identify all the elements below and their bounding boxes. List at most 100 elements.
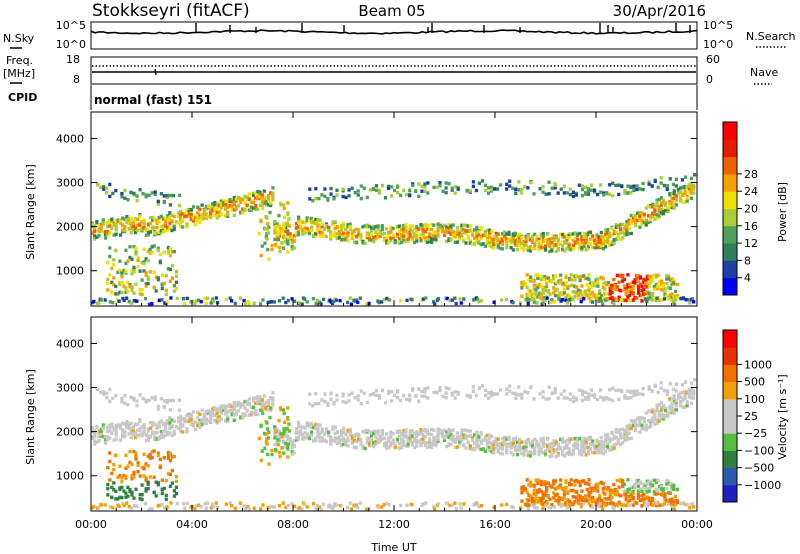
velocity-cell (617, 485, 621, 489)
power-cell (614, 183, 618, 188)
velocity-cell (357, 435, 361, 439)
power-cell (241, 197, 245, 202)
velocity-cell (655, 405, 659, 409)
velocity-cell (322, 438, 326, 443)
velocity-cell (247, 507, 251, 511)
velocity-cell (382, 441, 387, 446)
velocity-cell (168, 431, 172, 435)
power-cell (661, 199, 666, 204)
power-cell (670, 205, 674, 209)
velocity-cell (672, 407, 676, 411)
velocity-cell (539, 497, 543, 501)
power-cell (591, 282, 595, 286)
power-cell (322, 233, 326, 238)
power-cell (523, 297, 527, 302)
power-cell (580, 240, 584, 245)
velocity-cell (466, 434, 470, 438)
power-cell (342, 231, 346, 235)
velocity-cell (646, 419, 651, 423)
velocity-cell (262, 394, 266, 398)
power-cell (602, 193, 606, 197)
velocity-cell (209, 506, 213, 510)
velocity-cell (144, 462, 148, 466)
power-cell (164, 228, 168, 232)
velocity-cell (191, 424, 196, 428)
velocity-cell (462, 435, 466, 439)
velocity-cell (674, 502, 678, 507)
velocity-cell (210, 502, 215, 506)
power-cell (254, 196, 258, 200)
velocity-cell (666, 502, 670, 506)
power-cell (247, 197, 251, 201)
power-cell (377, 300, 381, 305)
velocity-cell (532, 492, 536, 496)
power-cell (215, 210, 219, 215)
power-ytick-label: 1000 (56, 265, 84, 278)
power-cell (127, 299, 131, 304)
power-cell (97, 301, 101, 305)
velocity-cell (599, 435, 603, 440)
velocity-cell (168, 452, 172, 456)
power-cell (672, 196, 676, 201)
velocity-cell (356, 398, 360, 402)
power-cell (252, 201, 256, 205)
power-cell (294, 231, 299, 235)
power-cell (347, 194, 351, 198)
cpid-mode: normal (fast) 151 (94, 93, 212, 107)
velocity-cell (221, 408, 226, 412)
velocity-cell (391, 440, 395, 444)
velocity-cell (380, 431, 384, 435)
power-cell (142, 218, 146, 222)
power-cell (496, 238, 500, 243)
velocity-cell (649, 423, 653, 427)
velocity-cell (110, 485, 114, 490)
power-cell (580, 248, 584, 252)
power-cell (659, 280, 664, 284)
velocity-cell (626, 396, 630, 400)
power-cell (458, 232, 462, 236)
velocity-cell (318, 505, 322, 509)
power-cell (125, 296, 129, 300)
power-cell (233, 301, 237, 306)
power-cell (243, 194, 247, 199)
power-cell (287, 217, 291, 221)
velocity-cell (243, 399, 247, 404)
velocity-cell (640, 489, 644, 494)
velocity-cell (168, 458, 172, 463)
velocity-cell (219, 411, 223, 415)
velocity-cell (471, 389, 475, 394)
power-cell (562, 291, 566, 295)
power-cell (657, 197, 661, 202)
velocity-cell (138, 497, 142, 501)
velocity-cell (318, 423, 322, 427)
power-cell (121, 230, 125, 234)
velocity-cell (681, 405, 685, 409)
velocity-cell (286, 503, 290, 508)
velocity-cell (606, 442, 610, 446)
power-cell (629, 287, 633, 292)
velocity-cell (314, 392, 318, 396)
power-cell (93, 229, 97, 234)
velocity-cell (254, 396, 258, 400)
velocity-cell (268, 415, 272, 420)
power-cell (471, 184, 475, 189)
power-cell (597, 243, 601, 248)
power-cell (494, 235, 498, 240)
velocity-cell (645, 495, 649, 499)
power-cell (410, 229, 414, 233)
velocity-cell (642, 497, 646, 501)
power-cell (603, 298, 607, 302)
power-cell (592, 283, 596, 288)
power-cell (131, 228, 135, 232)
power-cell (623, 232, 627, 236)
power-cell (557, 297, 561, 301)
velocity-cell (346, 429, 350, 433)
power-cell (649, 218, 653, 222)
velocity-cell (453, 437, 457, 441)
velocity-cell (668, 491, 672, 495)
power-cell (568, 298, 572, 302)
velocity-cell (144, 438, 148, 443)
velocity-cell (485, 446, 490, 450)
velocity-cell (576, 438, 580, 443)
power-cell (199, 299, 203, 304)
